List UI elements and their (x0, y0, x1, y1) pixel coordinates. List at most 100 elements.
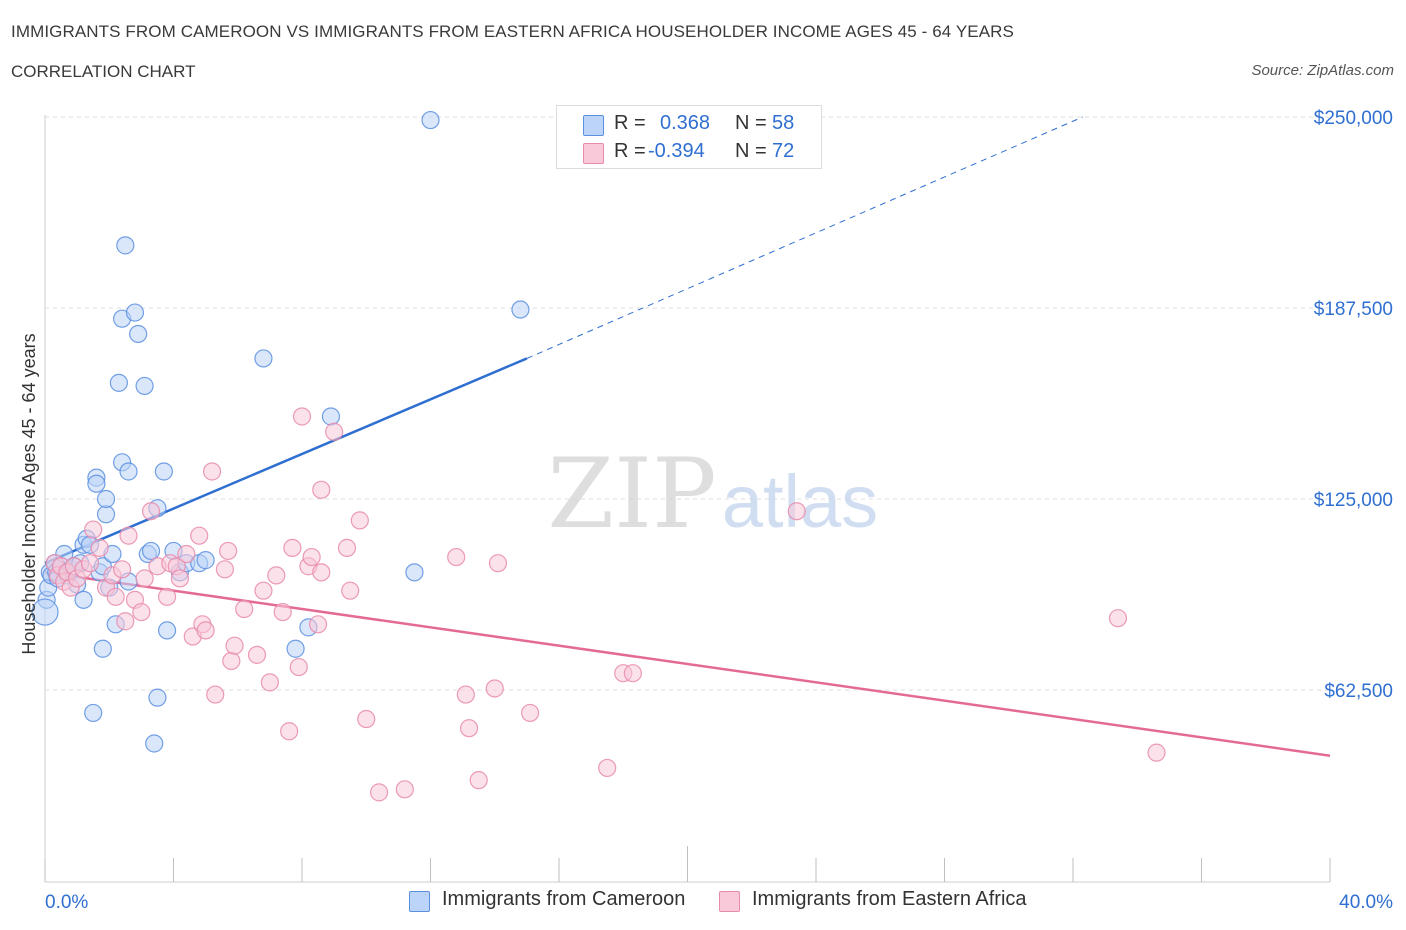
point-cameroon (196, 551, 215, 570)
point-eastern-africa (337, 538, 357, 557)
legend-swatch-cameroon (583, 115, 604, 136)
point-eastern-africa (598, 758, 617, 778)
point-eastern-africa (235, 599, 254, 619)
point-cameroon (84, 703, 103, 723)
series-cameroon-points (31, 110, 530, 753)
point-eastern-africa (119, 526, 138, 545)
y-tick-label: $187,500 (1314, 299, 1393, 320)
point-eastern-africa (341, 581, 360, 600)
point-eastern-africa (370, 783, 389, 802)
point-cameroon (96, 505, 116, 524)
point-eastern-africa (116, 612, 135, 631)
y-axis-label: Householder Income Ages 45 - 64 years (19, 333, 39, 654)
point-eastern-africa (254, 581, 273, 600)
point-eastern-africa (273, 602, 292, 622)
axes (44, 115, 1331, 883)
point-eastern-africa (196, 621, 215, 640)
watermark: ZIP atlas (547, 438, 878, 550)
point-eastern-africa (357, 709, 376, 729)
bottom-legend-swatch-eastern-africa (719, 891, 740, 912)
point-eastern-africa (325, 422, 344, 441)
point-eastern-africa (292, 407, 312, 426)
point-eastern-africa (112, 560, 132, 579)
legend-n-value: 72 (772, 140, 795, 162)
bottom-legend-label: Immigrants from Eastern Africa (752, 888, 1027, 910)
point-cameroon (129, 324, 148, 344)
legend-row-cameroon: R = 0.368 N = 58 (557, 111, 821, 139)
point-cameroon (145, 734, 164, 753)
watermark-atlas: atlas (722, 460, 878, 543)
point-cameroon (109, 373, 128, 392)
point-eastern-africa (456, 685, 475, 704)
point-cameroon (31, 598, 59, 626)
point-eastern-africa (84, 520, 103, 539)
bottom-legend-swatch-cameroon (409, 891, 430, 912)
bottom-legend-label: Immigrants from Cameroon (442, 888, 686, 910)
point-cameroon (421, 110, 440, 130)
point-eastern-africa (170, 569, 190, 588)
point-eastern-africa (106, 587, 125, 606)
point-eastern-africa (447, 547, 466, 567)
point-cameroon (96, 489, 116, 509)
point-cameroon (87, 474, 106, 493)
point-cameroon (148, 688, 167, 707)
point-cameroon (141, 541, 161, 561)
point-eastern-africa (90, 538, 109, 557)
point-cameroon (116, 236, 135, 255)
point-eastern-africa (260, 673, 279, 692)
legend-n-value: 58 (772, 112, 795, 134)
point-eastern-africa (80, 554, 100, 573)
x-tick-label: 0.0% (45, 892, 88, 913)
y-tick-label: $62,500 (1324, 681, 1393, 702)
point-eastern-africa (132, 602, 151, 622)
point-eastern-africa (225, 636, 244, 655)
x-tick-label: 40.0% (1339, 892, 1393, 913)
point-eastern-africa (135, 569, 154, 588)
source-label: Source: ZipAtlas.com (1251, 62, 1394, 79)
legend-r-value: -0.394 (648, 140, 705, 162)
point-eastern-africa (350, 511, 369, 530)
point-eastern-africa (488, 554, 508, 573)
point-cameroon (405, 563, 424, 582)
point-eastern-africa (308, 615, 328, 634)
point-eastern-africa (206, 685, 225, 704)
point-eastern-africa (177, 544, 196, 564)
point-cameroon (74, 590, 93, 609)
point-cameroon (321, 407, 341, 426)
point-eastern-africa (222, 651, 241, 671)
point-eastern-africa (485, 679, 504, 698)
correlation-legend: R = 0.368 N = 58 R = -0.394 N = 72 (556, 105, 822, 169)
point-cameroon (125, 303, 145, 322)
y-tick-label: $125,000 (1314, 490, 1393, 511)
trend-line-eastern-africa (44, 571, 1331, 757)
point-cameroon (135, 376, 154, 396)
point-eastern-africa (215, 560, 234, 579)
point-eastern-africa (1147, 743, 1166, 762)
point-eastern-africa (190, 526, 209, 545)
point-eastern-africa (312, 480, 331, 499)
tick-labels: $62,500 $125,000 $187,500 $250,000 0.0% 40.0% (45, 108, 1393, 913)
legend-r-label: R = (614, 112, 646, 134)
point-cameroon (93, 639, 112, 658)
point-eastern-africa (202, 462, 222, 481)
point-cameroon (286, 639, 305, 658)
legend-n-label: N = (735, 112, 767, 134)
chart-title: IMMIGRANTS FROM CAMEROON VS IMMIGRANTS F… (11, 22, 1014, 41)
point-cameroon (254, 349, 273, 368)
point-cameroon (119, 462, 138, 481)
trend-line-cameroon-extension (526, 116, 1083, 359)
point-eastern-africa (157, 587, 177, 606)
point-eastern-africa (283, 538, 302, 557)
point-eastern-africa (469, 771, 488, 790)
point-eastern-africa (1108, 609, 1128, 628)
legend-swatch-eastern-africa (583, 143, 604, 164)
point-eastern-africa (219, 541, 238, 561)
point-eastern-africa (280, 722, 299, 741)
watermark-zip: ZIP (547, 438, 716, 550)
point-cameroon (154, 462, 173, 481)
point-eastern-africa (459, 719, 479, 738)
point-eastern-africa (247, 645, 267, 664)
legend-row-eastern-africa: R = -0.394 N = 72 (557, 139, 821, 167)
point-cameroon (157, 621, 177, 640)
